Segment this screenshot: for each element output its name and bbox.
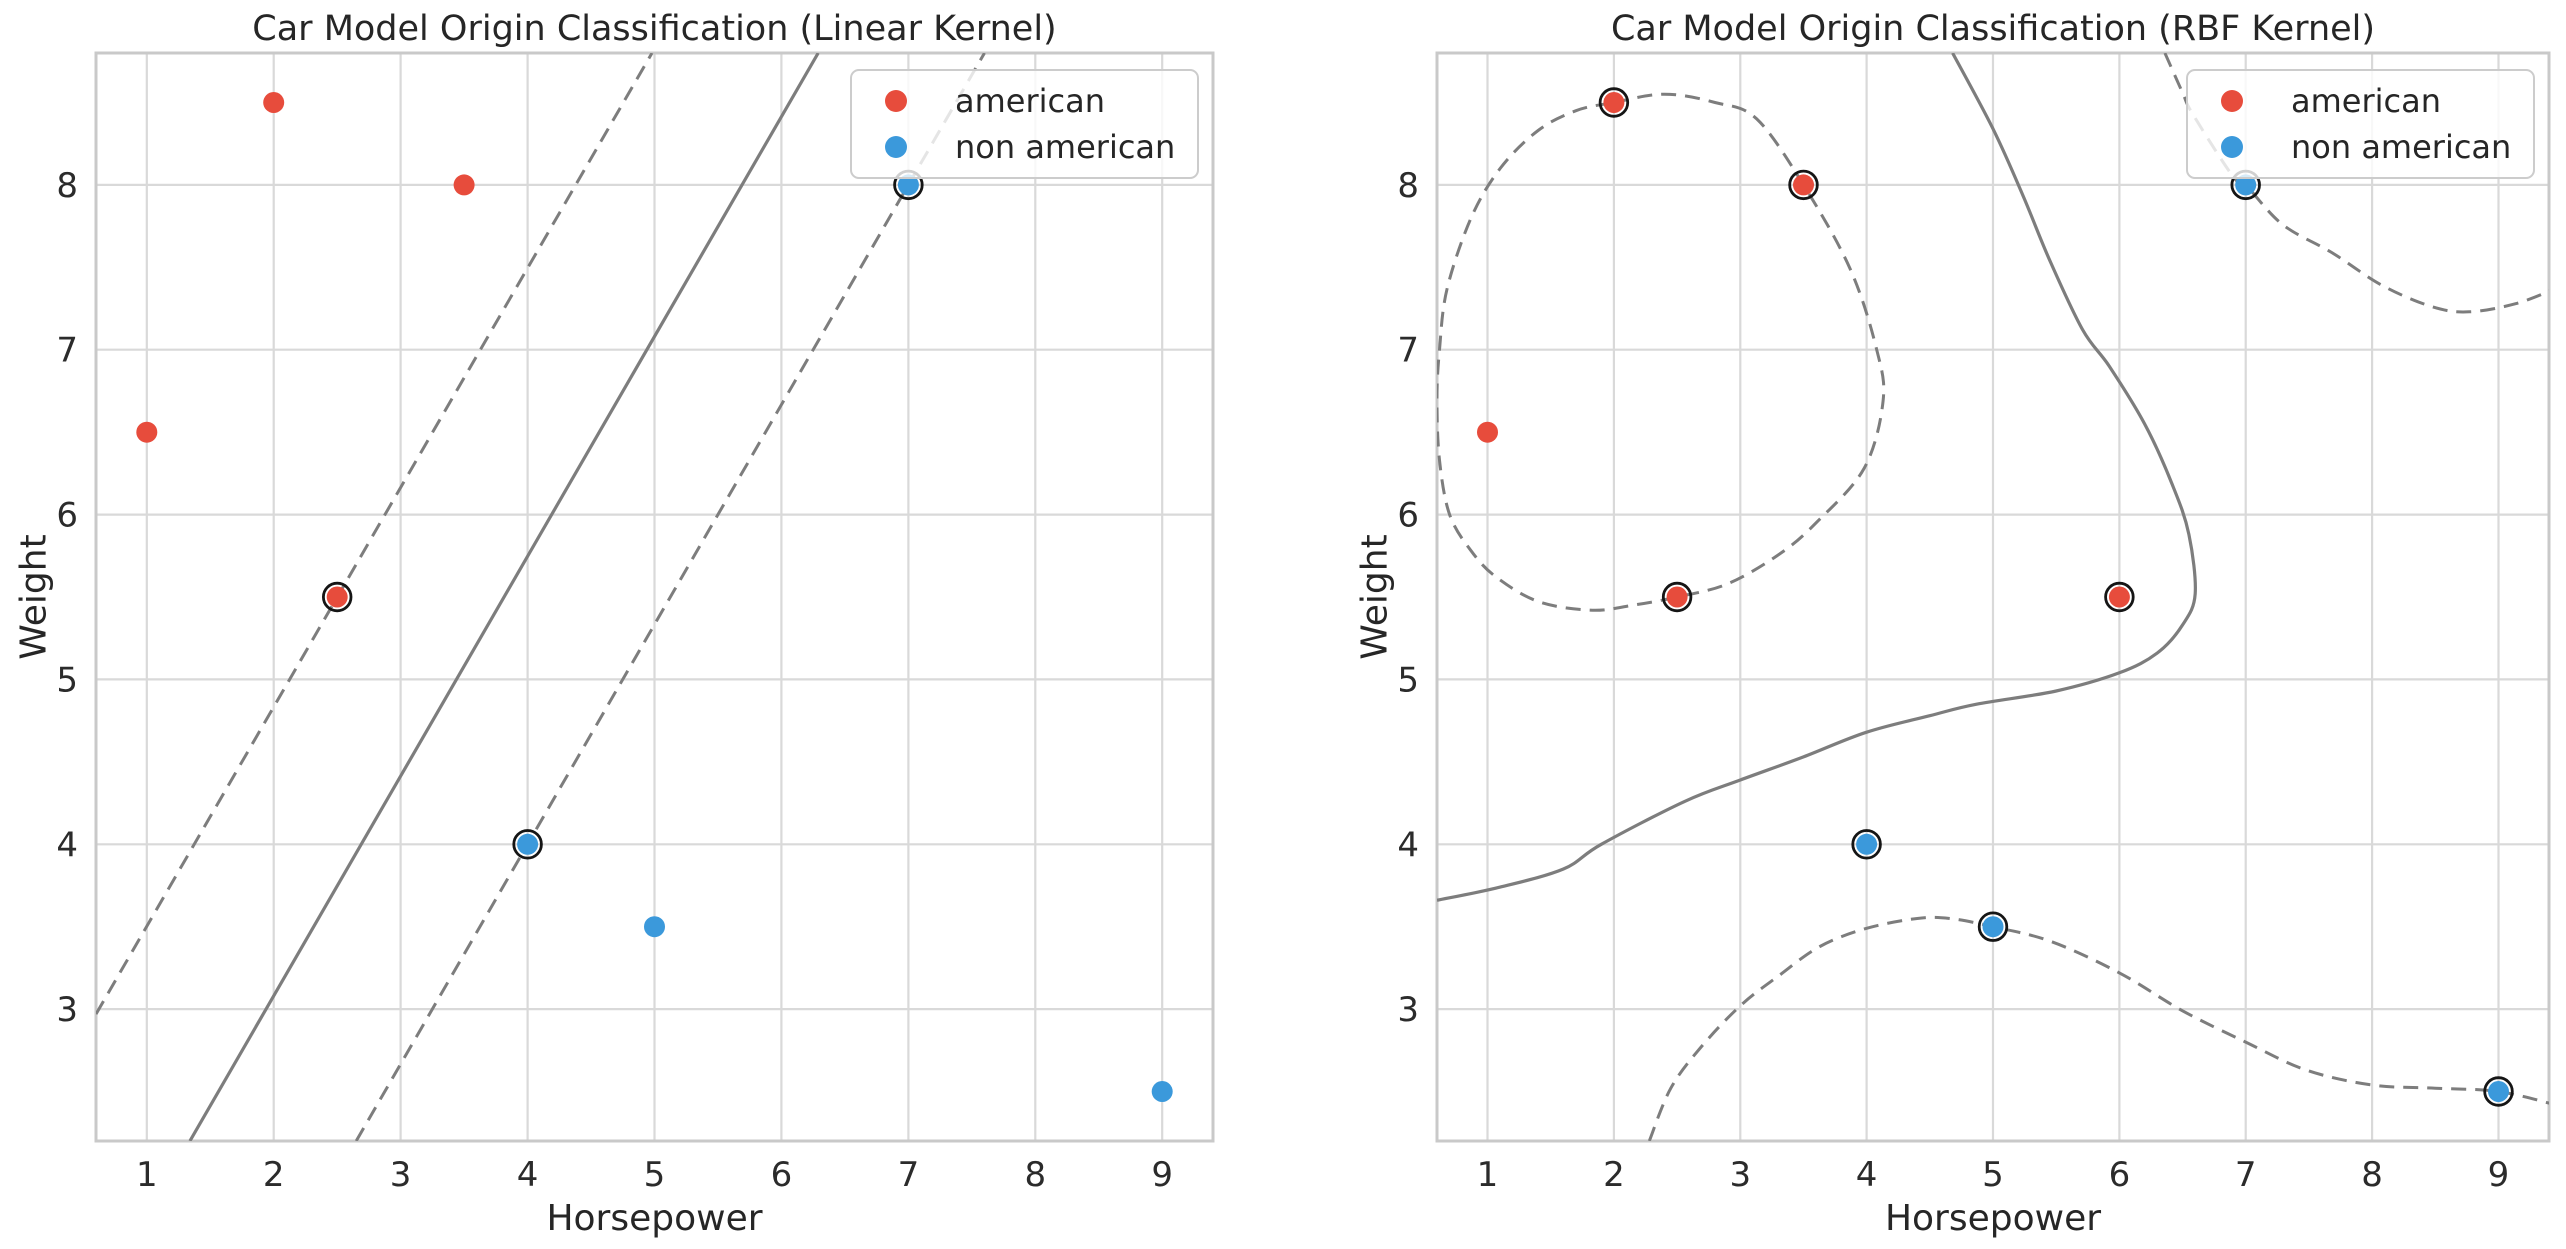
x-tick-label: 2	[1603, 1155, 1625, 1195]
scatter-point-non-american	[644, 916, 665, 938]
y-tick-label: 4	[56, 825, 78, 865]
support-vector-ring	[322, 581, 353, 613]
x-tick-label: 8	[2361, 1155, 2383, 1195]
y-tick-label: 6	[56, 496, 78, 536]
tick-labels: 1 2 3 4 5 6 7 8 9 3 4 5 6 7 8	[56, 166, 1173, 1195]
linear-kernel-plot: american non american Car Model Origin Cla…	[14, 9, 1215, 1239]
scatter-point-non-american	[1151, 1081, 1173, 1102]
legend-label: american	[955, 82, 1105, 120]
y-tick-label: 3	[56, 990, 78, 1030]
boundary-curves	[96, 53, 986, 1141]
y-tick-label: 3	[1397, 990, 1419, 1030]
scatter-point-american	[1477, 421, 1498, 443]
y-tick-label: 5	[1397, 660, 1419, 700]
decision-boundary-line	[188, 53, 820, 1141]
y-tick-label: 6	[1397, 496, 1419, 536]
y-tick-label: 8	[56, 166, 78, 206]
x-tick-label: 8	[1024, 1155, 1046, 1195]
legend: american non american	[2186, 69, 2535, 179]
legend-label: non american	[2291, 128, 2511, 166]
x-tick-label: 9	[2488, 1155, 2510, 1195]
plot-spines	[1435, 51, 2551, 1143]
x-tick-label: 6	[771, 1155, 793, 1195]
x-axis-label: Horsepower	[1885, 1198, 2101, 1239]
support-vector-ring	[1598, 87, 1630, 118]
scatter-point-american	[263, 92, 285, 113]
plot-title: Car Model Origin Classification (Linear …	[252, 9, 1056, 49]
x-tick-label: 7	[898, 1155, 920, 1195]
x-tick-label: 7	[2235, 1155, 2257, 1195]
scatter-point-american	[453, 174, 475, 196]
x-tick-label: 1	[1477, 1155, 1499, 1195]
x-tick-label: 1	[136, 1155, 158, 1195]
y-axis-label: Weight	[14, 534, 55, 659]
x-tick-label: 3	[1729, 1155, 1751, 1195]
y-tick-label: 4	[1397, 825, 1419, 865]
support-vector-ring	[1977, 911, 2009, 942]
y-tick-label: 5	[56, 660, 78, 700]
scatter-point-non-american	[1856, 833, 1878, 855]
x-axis-label: Horsepower	[546, 1198, 762, 1239]
x-tick-label: 5	[644, 1155, 666, 1195]
decision-boundary-line	[1437, 53, 2197, 902]
legend-label: non american	[955, 128, 1175, 166]
tick-labels: 1 2 3 4 5 6 7 8 9 3 4 5 6 7 8	[1397, 166, 2509, 1195]
scatter-point-non-american	[517, 833, 539, 855]
support-vector-ring	[1788, 169, 1819, 201]
scatter-point-american	[1603, 92, 1625, 113]
plot-spines	[94, 51, 1215, 1143]
legend-marker-american	[885, 90, 907, 112]
scatter-point-non-american	[2488, 1081, 2509, 1102]
scatter-point-american	[1793, 174, 1814, 196]
legend-box	[850, 69, 1199, 179]
legend-marker-non-american	[885, 136, 907, 158]
legend-label: american	[2291, 82, 2441, 120]
legend: american non american	[850, 69, 1199, 179]
scatter-point-non-american	[1982, 916, 2004, 938]
y-tick-label: 8	[1397, 166, 1419, 206]
scatter-point-american	[136, 421, 158, 443]
scatter-points	[1477, 87, 2514, 1107]
plot-title: Car Model Origin Classification (RBF Ker…	[1611, 9, 2375, 49]
x-tick-label: 3	[390, 1155, 412, 1195]
support-vector-ring	[2104, 581, 2135, 613]
grid	[96, 53, 1213, 1141]
x-tick-label: 9	[1151, 1155, 1173, 1195]
legend-box	[2186, 69, 2535, 179]
y-tick-label: 7	[1397, 331, 1419, 371]
rbf-kernel-plot: american non american Car Model Origin Cla…	[1355, 9, 2551, 1239]
scatter-point-american	[326, 586, 348, 608]
x-tick-label: 4	[517, 1155, 539, 1195]
support-vector-ring	[1851, 829, 1882, 860]
legend-marker-american	[2221, 90, 2243, 112]
grid	[1437, 53, 2549, 1141]
legend-marker-non-american	[2221, 136, 2243, 158]
scatter-point-non-american	[2235, 174, 2257, 196]
x-tick-label: 2	[263, 1155, 285, 1195]
boundary-curves	[1437, 53, 2549, 1141]
margin-line	[354, 53, 986, 1141]
x-tick-label: 5	[1982, 1155, 2004, 1195]
x-tick-label: 4	[1856, 1155, 1878, 1195]
scatter-point-american	[1666, 586, 1688, 608]
y-axis-label: Weight	[1355, 534, 1396, 659]
y-tick-label: 7	[56, 331, 78, 371]
support-vector-ring	[2483, 1076, 2514, 1107]
support-vector-ring	[512, 829, 543, 860]
scatter-point-non-american	[897, 174, 919, 196]
support-vector-ring	[1661, 581, 1693, 613]
margin-line	[96, 53, 654, 1015]
scatter-point-american	[2108, 586, 2130, 608]
x-tick-label: 6	[2109, 1155, 2131, 1195]
scatter-points	[136, 92, 1173, 1102]
